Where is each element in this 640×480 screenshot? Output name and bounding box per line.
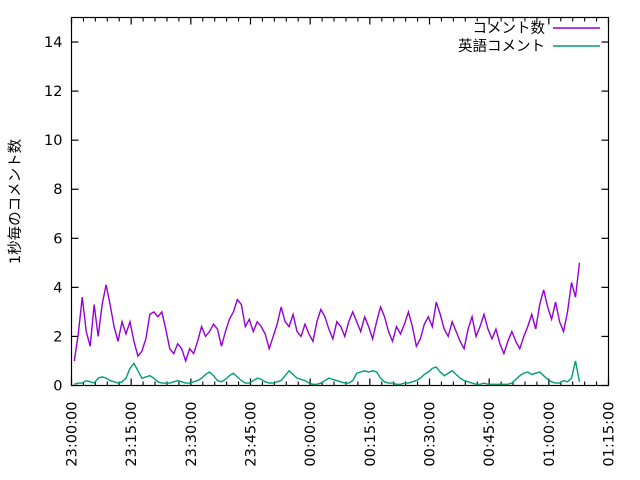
y-tick-label: 10	[44, 133, 62, 149]
x-tick-label: 00:45:00	[482, 401, 498, 466]
x-tick-label: 00:30:00	[423, 402, 439, 467]
y-axis-title: 1秒毎のコメント数	[7, 138, 24, 264]
y-tick-label: 2	[53, 329, 62, 345]
x-tick-label: 23:15:00	[124, 402, 140, 467]
y-tick-label: 6	[53, 231, 62, 247]
series-line-1	[74, 360, 581, 385]
plot-frame	[70, 16, 610, 387]
y-tick-label: 8	[53, 182, 62, 198]
x-tick-label: 00:00:00	[303, 402, 319, 467]
x-tick-label: 01:00:00	[542, 402, 558, 467]
y-axis-ticks	[71, 41, 609, 387]
y-tick-label: 14	[44, 35, 62, 51]
x-axis-tick-labels: 23:00:00 23:15:00 23:30:00 23:45:00 00:00:00…	[65, 401, 618, 466]
y-tick-label: 0	[53, 379, 62, 395]
x-tick-label: 00:15:00	[363, 402, 379, 467]
legend-label-0: コメント数	[473, 20, 546, 37]
x-tick-label: 23:30:00	[184, 402, 200, 467]
y-tick-label: 4	[53, 280, 62, 296]
x-tick-label: 23:45:00	[244, 402, 260, 467]
series-lines	[73, 262, 581, 385]
y-tick-label: 12	[44, 84, 62, 100]
y-axis-tick-labels: 0 2 4 6 8 10 12 14	[44, 35, 62, 394]
legend-label-1: 英語コメント	[458, 37, 545, 55]
x-tick-label: 01:15:00	[602, 402, 618, 467]
series-line-0	[73, 262, 581, 364]
x-tick-label: 23:00:00	[65, 402, 81, 467]
